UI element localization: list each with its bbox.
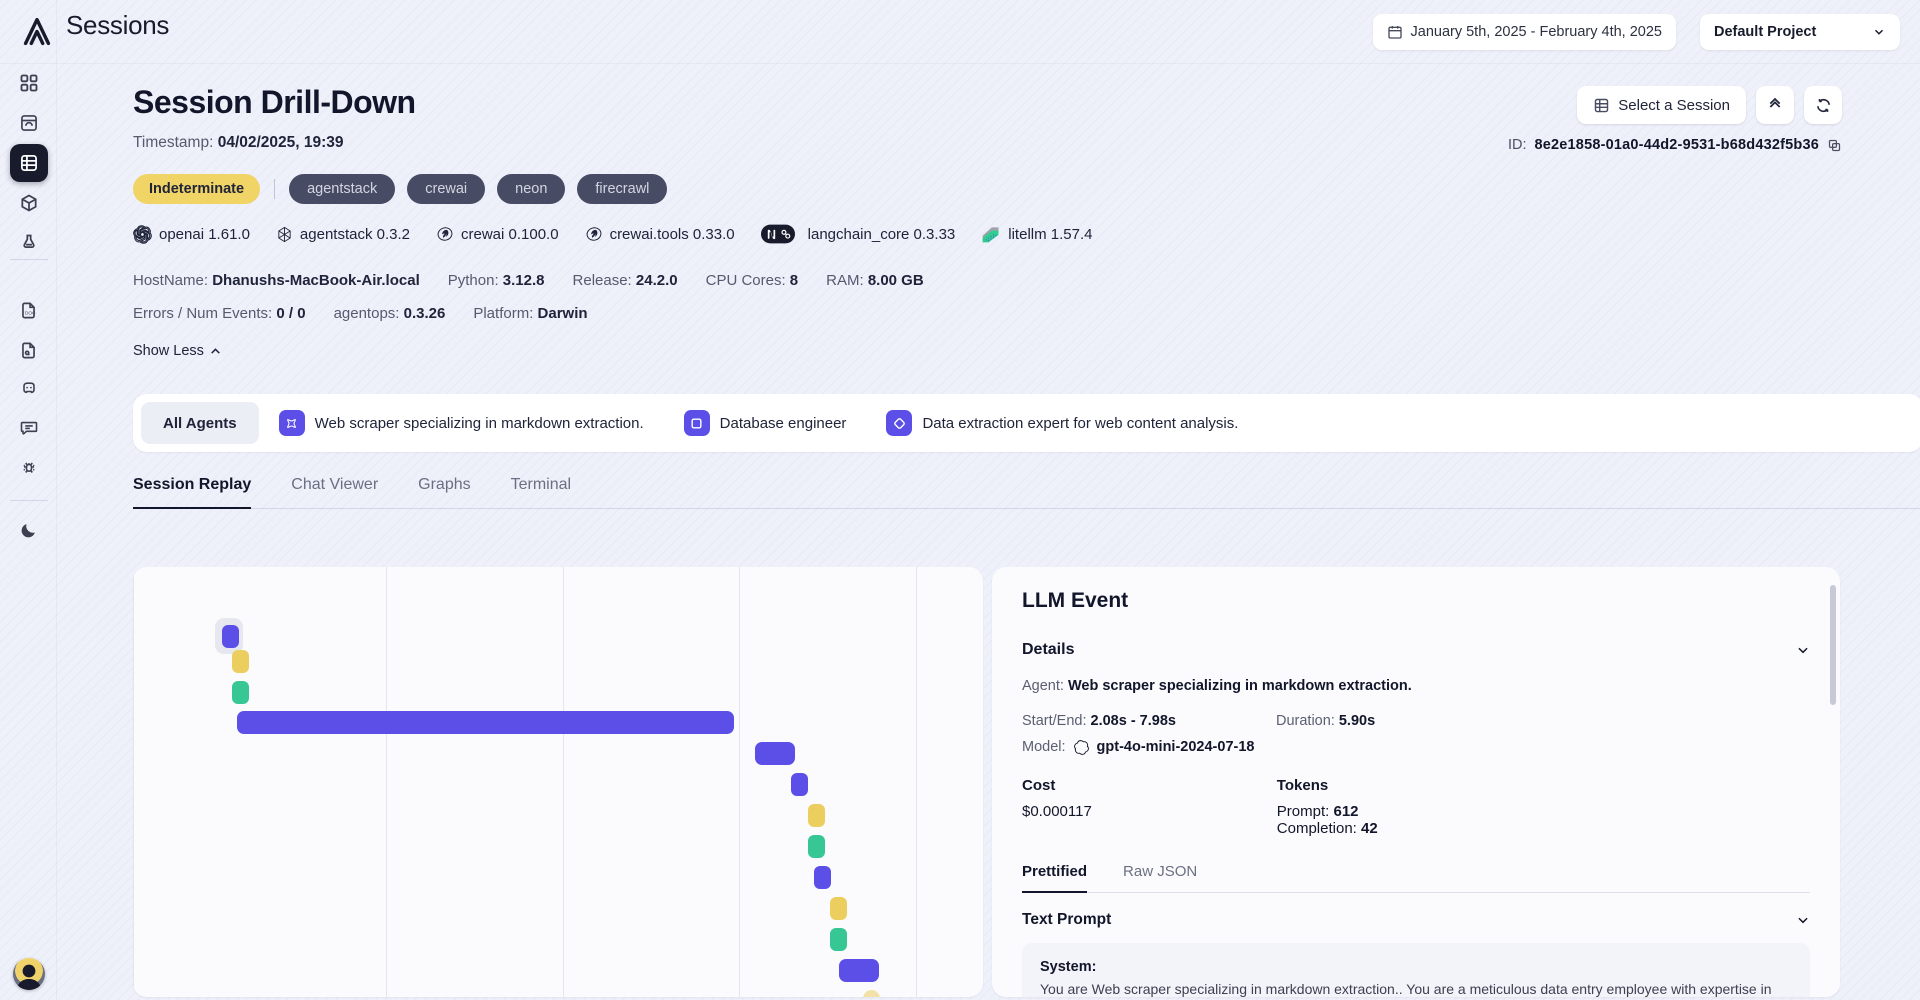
svg-text:DOC: DOC <box>25 310 36 316</box>
